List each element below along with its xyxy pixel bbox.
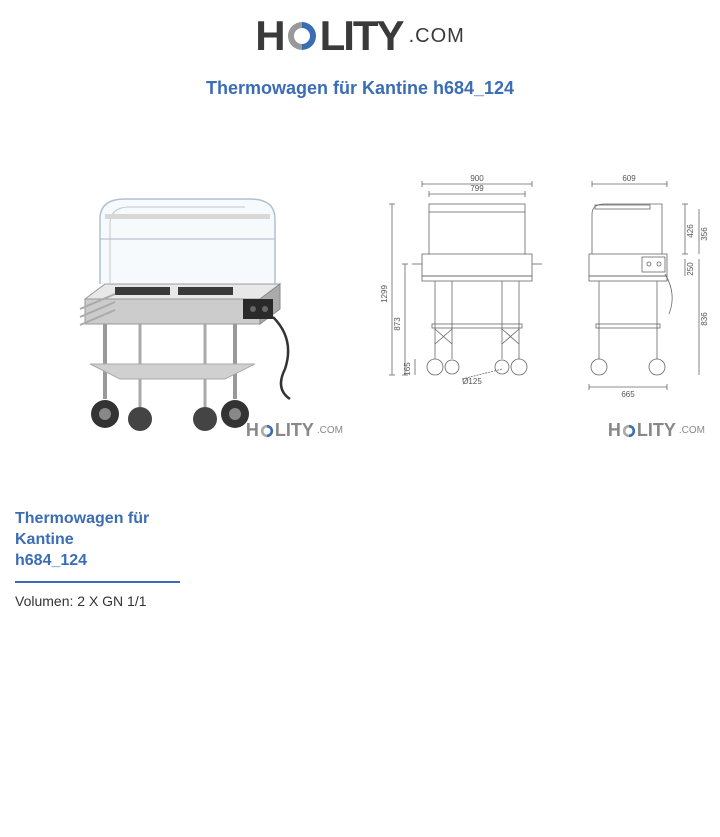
logo-letters-lity: LITY — [320, 12, 403, 60]
dim-base-height: 165 — [403, 362, 412, 376]
technical-drawing-panel: 900 799 — [367, 159, 715, 449]
dim-panel-height: 356 — [700, 227, 709, 241]
product-image-watermark: H LITY .COM — [246, 420, 343, 441]
technical-drawing-svg: 900 799 — [367, 169, 715, 399]
watermark-circle-icon-2 — [622, 424, 636, 438]
product-heading: Thermowagen für Kantine h684_124 — [15, 509, 180, 583]
watermark-h-2: H — [608, 420, 621, 441]
dim-hood-depth: 836 — [700, 312, 709, 326]
watermark-lity: LITY — [275, 420, 314, 441]
watermark-lity-2: LITY — [637, 420, 676, 441]
dim-side-depth: 665 — [621, 390, 635, 399]
watermark-suffix-2: .COM — [679, 425, 705, 436]
product-images-row: H LITY .COM 900 — [0, 159, 720, 449]
drawing-watermark: H LITY .COM — [608, 420, 705, 441]
dim-shelf-height: 873 — [393, 317, 402, 331]
dim-total-height: 1299 — [380, 285, 389, 303]
watermark-h: H — [246, 420, 259, 441]
product-heading-line1: Thermowagen für Kantine — [15, 510, 149, 548]
dim-front-width: 900 — [470, 174, 484, 183]
product-spec-volume: Volumen: 2 X GN 1/1 — [15, 593, 720, 609]
dim-panel-depth: 250 — [686, 262, 695, 276]
brand-logo: H LITY .COM — [255, 12, 465, 60]
logo-suffix: .COM — [409, 25, 465, 48]
dim-front-inner: 799 — [470, 184, 484, 193]
watermark-circle-icon — [260, 424, 274, 438]
dim-side-width: 609 — [622, 174, 636, 183]
product-photo-panel: H LITY .COM — [5, 159, 353, 449]
product-details-section: Thermowagen für Kantine h684_124 Volumen… — [0, 509, 720, 609]
watermark-suffix: .COM — [317, 425, 343, 436]
product-cart-illustration — [15, 169, 345, 439]
logo-circle-icon — [286, 20, 318, 52]
logo-letter-h: H — [255, 12, 283, 60]
dim-hood-height: 426 — [686, 224, 695, 238]
brand-logo-container: H LITY .COM — [0, 0, 720, 60]
product-heading-line2: h684_124 — [15, 552, 87, 569]
page-title: Thermowagen für Kantine h684_124 — [0, 78, 720, 99]
